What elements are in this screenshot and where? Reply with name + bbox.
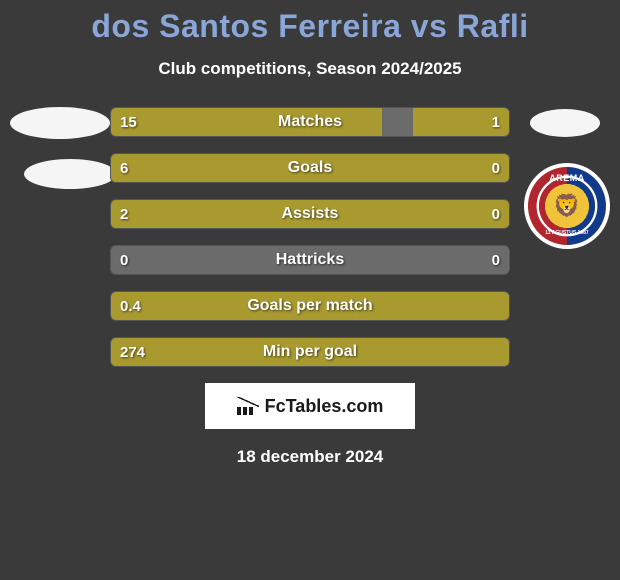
bar-track xyxy=(110,153,510,183)
stat-row-goals: Goals60 xyxy=(110,153,510,183)
stat-row-assists: Assists20 xyxy=(110,199,510,229)
bar-left-fill xyxy=(111,200,509,228)
footer-date: 18 december 2024 xyxy=(0,447,620,467)
comparison-panel: AREMA 🦁 11 AGUSTUS 1987 Matches151 Goals6… xyxy=(0,107,620,367)
right-club-badge-placeholder xyxy=(530,109,600,137)
right-club-crest: AREMA 🦁 11 AGUSTUS 1987 xyxy=(524,163,610,249)
stat-row-matches: Matches151 xyxy=(110,107,510,137)
stat-row-min-per-goal: Min per goal274 xyxy=(110,337,510,367)
left-club-badge-1 xyxy=(10,107,110,139)
bar-left-fill xyxy=(111,108,382,136)
bar-track xyxy=(110,107,510,137)
crest-lion-icon: 🦁 xyxy=(553,195,580,217)
bar-track xyxy=(110,245,510,275)
bar-track xyxy=(110,291,510,321)
fctables-chart-icon xyxy=(237,397,259,415)
stat-row-goals-per-match: Goals per match0.4 xyxy=(110,291,510,321)
bar-track xyxy=(110,337,510,367)
stat-bars: Matches151 Goals60 Assists20 Hattricks00 Goa… xyxy=(110,107,510,367)
crest-name: AREMA xyxy=(549,173,585,183)
footer-brand-box: FcTables.com xyxy=(205,383,415,429)
crest-subtext: 11 AGUSTUS 1987 xyxy=(545,230,588,236)
bar-left-fill xyxy=(111,154,509,182)
bar-left-fill xyxy=(111,338,509,366)
stat-row-hattricks: Hattricks00 xyxy=(110,245,510,275)
page-title: dos Santos Ferreira vs Rafli xyxy=(0,0,620,45)
footer-brand-label: FcTables.com xyxy=(265,396,384,417)
bar-track xyxy=(110,199,510,229)
page-subtitle: Club competitions, Season 2024/2025 xyxy=(0,59,620,79)
left-club-badge-2 xyxy=(24,159,116,189)
bar-left-fill xyxy=(111,292,509,320)
bar-right-fill xyxy=(413,108,509,136)
